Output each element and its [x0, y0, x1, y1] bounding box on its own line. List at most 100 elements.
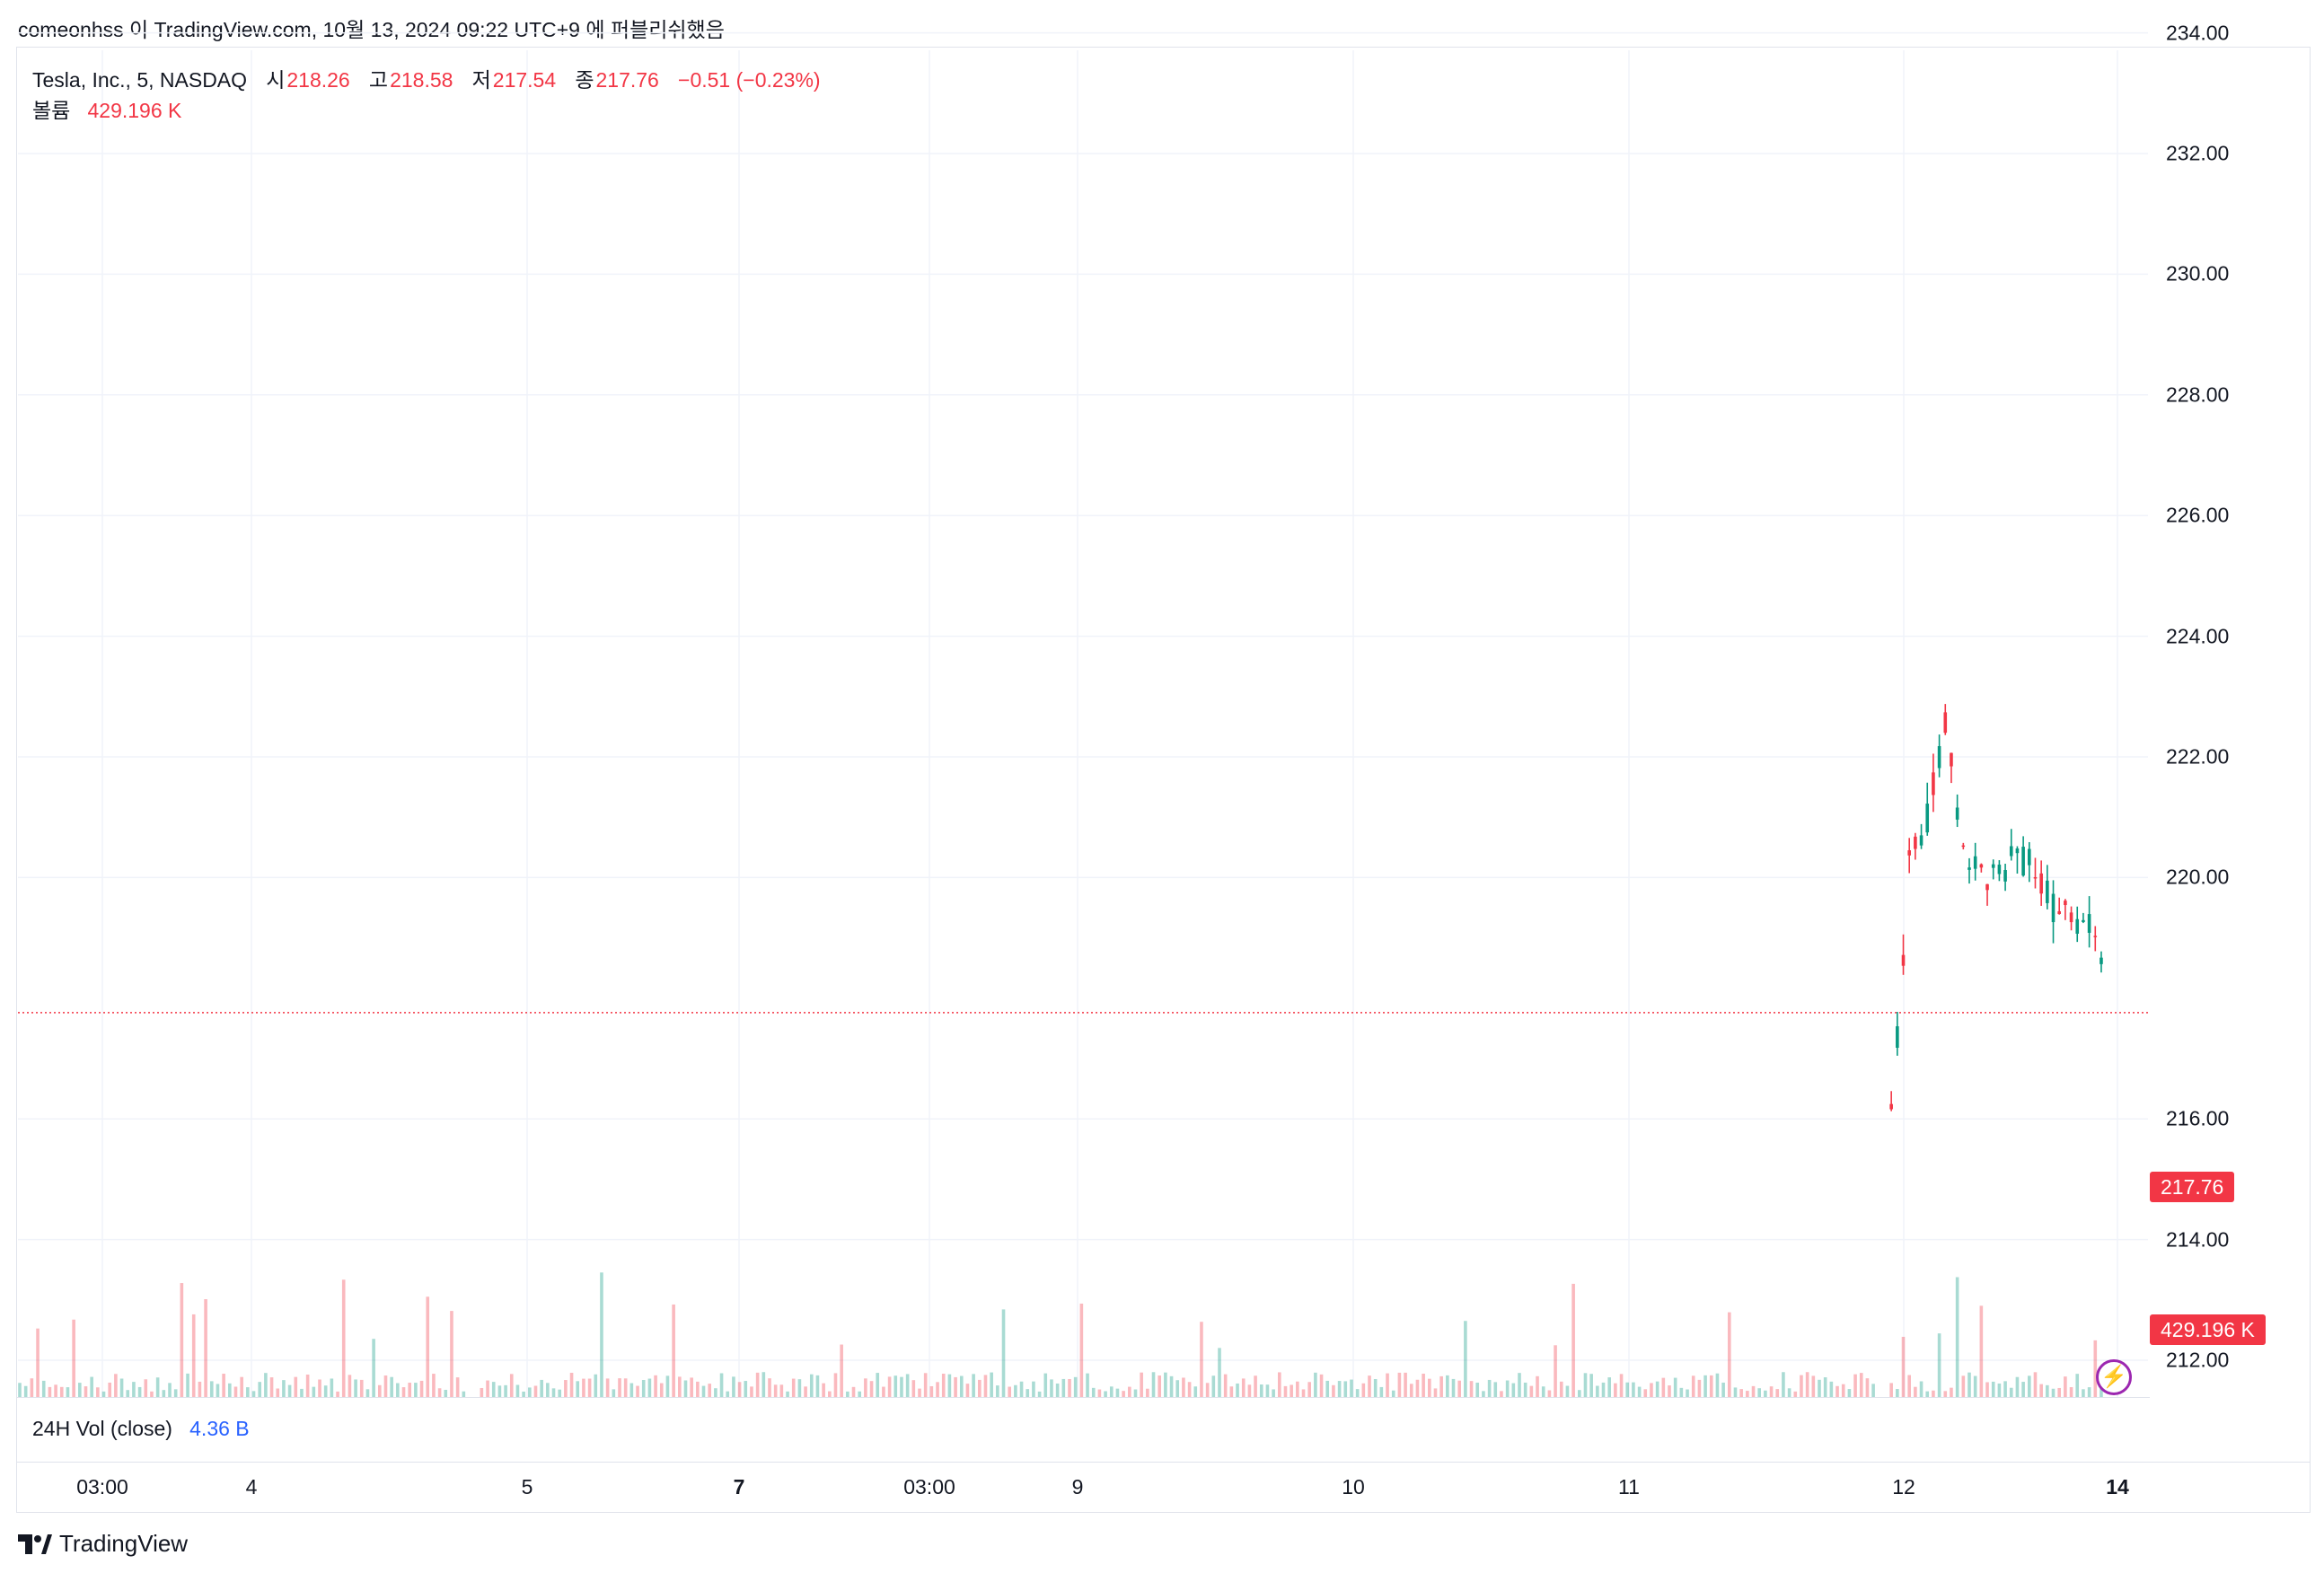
volume-bar — [191, 1314, 196, 1397]
volume-bar — [1278, 1372, 1281, 1397]
volume-bar — [1835, 1385, 1839, 1397]
volume-bar — [336, 1391, 339, 1397]
volume-bar — [1187, 1382, 1192, 1397]
volume-bar — [1571, 1283, 1575, 1397]
volume-bar — [426, 1296, 430, 1397]
volume-bar — [1697, 1379, 1702, 1397]
volume-bar — [1769, 1386, 1774, 1397]
volume-bar — [1158, 1375, 1161, 1397]
volume-bar — [1661, 1377, 1666, 1397]
lightning-icon[interactable]: ⚡ — [2096, 1359, 2132, 1395]
volume-bar — [600, 1272, 603, 1397]
candle-body — [1997, 865, 2002, 874]
tradingview-logo[interactable]: TradingView — [18, 1530, 188, 1558]
volume-bar — [1223, 1374, 1228, 1397]
volume-legend[interactable]: 볼륨 429.196 K — [32, 93, 181, 124]
volume-bar — [1541, 1386, 1545, 1397]
volume-bar — [126, 1390, 130, 1397]
volume-bar — [696, 1381, 700, 1397]
volume-bar — [1757, 1388, 1761, 1397]
volume-bar — [833, 1373, 838, 1397]
volume-bar — [509, 1374, 514, 1397]
volume-bar — [1811, 1375, 1816, 1397]
pane-divider[interactable] — [16, 1397, 2150, 1398]
volume-bar — [408, 1383, 411, 1397]
volume-bar — [1991, 1381, 1995, 1397]
volume-value: 429.196 K — [87, 99, 182, 122]
volume-bar — [732, 1376, 735, 1397]
volume-bar — [1073, 1376, 1078, 1397]
volume-bar — [59, 1386, 64, 1397]
symbol-legend[interactable]: Tesla, Inc., 5, NASDAQ 시218.26 고218.58 저… — [32, 63, 823, 93]
volume-bar — [1439, 1375, 1443, 1397]
candle-body — [1925, 804, 1930, 833]
tv-logo-icon — [18, 1533, 52, 1554]
open-label: 시 — [266, 68, 286, 92]
volume-bar — [2082, 1389, 2085, 1397]
volume-bar — [1325, 1380, 1330, 1397]
volume-bar — [1397, 1372, 1402, 1397]
vol-indicator-value: 4.36 B — [189, 1417, 250, 1440]
volume-bar — [1175, 1380, 1180, 1397]
volume-bar — [587, 1378, 592, 1397]
candle-body — [2057, 910, 2061, 915]
volume-bar — [1122, 1391, 1125, 1397]
volume-bar — [714, 1388, 717, 1397]
time-tick-label: 03:00 — [76, 1475, 128, 1498]
volume-bar — [1379, 1386, 1384, 1397]
volume-bar — [683, 1380, 688, 1397]
volume-bar — [1296, 1381, 1299, 1397]
volume-bar — [1055, 1383, 1060, 1397]
publish-header: comeonhss 이 TradingView.com, 10월 13, 202… — [18, 18, 725, 41]
volume-bar — [323, 1385, 328, 1397]
volume-bar — [282, 1380, 286, 1397]
volume-bar — [972, 1374, 975, 1397]
volume-bar — [1619, 1374, 1624, 1397]
volume-bar — [1896, 1389, 1899, 1397]
open-value: 218.26 — [286, 68, 350, 92]
volume-bar — [1979, 1305, 1984, 1397]
volume-bar — [348, 1375, 352, 1397]
symbol-name[interactable]: Tesla, Inc., 5, NASDAQ — [32, 68, 248, 92]
vol-indicator-legend[interactable]: 24H Vol (close) 4.36 B — [32, 1417, 250, 1441]
volume-bar — [1265, 1384, 1270, 1397]
volume-bar — [486, 1380, 489, 1397]
volume-bar — [533, 1385, 538, 1397]
candle-body — [1973, 856, 1977, 869]
volume-bar — [1079, 1303, 1084, 1397]
volume-bar — [209, 1381, 214, 1397]
volume-bar — [1422, 1373, 1425, 1397]
volume-bar — [180, 1283, 184, 1397]
change-value: −0.51 (−0.23%) — [678, 68, 821, 92]
volume-bar — [1451, 1378, 1456, 1397]
volume-bar — [1632, 1382, 1635, 1397]
volume-bar — [330, 1378, 334, 1397]
candle-body — [2093, 936, 2098, 937]
volume-bar — [66, 1387, 70, 1397]
volume-bar — [804, 1386, 807, 1397]
volume-bar — [594, 1374, 598, 1397]
volume-bar — [828, 1391, 832, 1397]
candle-body — [2087, 914, 2091, 933]
volume-bar — [108, 1382, 111, 1397]
volume-bar — [18, 1383, 22, 1397]
volume-bar — [1715, 1373, 1720, 1397]
volume-bar — [641, 1379, 646, 1397]
time-tick-label: 9 — [1071, 1475, 1084, 1498]
volume-bar — [1601, 1382, 1606, 1397]
volume-bar — [1115, 1388, 1120, 1397]
volume-bar — [414, 1383, 418, 1397]
volume-bar — [119, 1378, 124, 1397]
volume-bar — [246, 1387, 250, 1397]
volume-bar — [1283, 1385, 1288, 1397]
volume-bar — [41, 1380, 46, 1397]
chart-frame[interactable] — [16, 47, 2311, 1513]
volume-bar — [1547, 1390, 1552, 1397]
volume-bar — [1668, 1385, 1671, 1397]
price-tick-label: 230.00 — [2166, 261, 2230, 286]
volume-bar — [786, 1391, 789, 1397]
candle-body — [2069, 912, 2073, 923]
volume-bar — [1301, 1389, 1306, 1397]
volume-bar — [1236, 1383, 1239, 1397]
